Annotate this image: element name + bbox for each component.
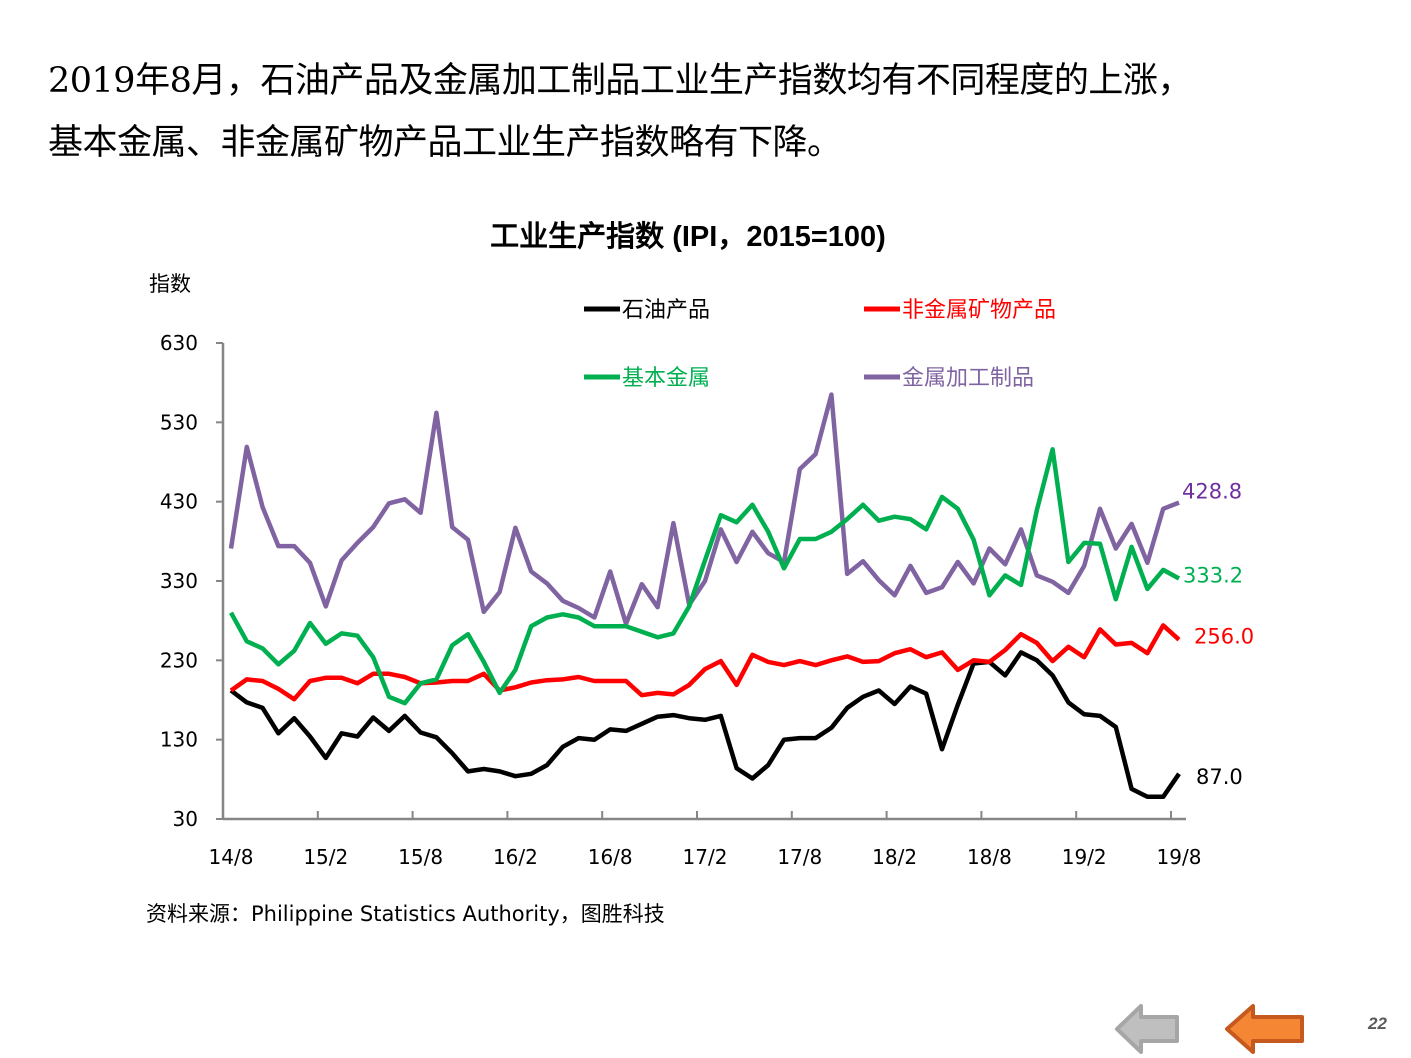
page-number: 22	[1368, 1014, 1387, 1033]
legend-label-petroleum: 石油产品	[622, 298, 710, 323]
end-label-basic-metals: 333.2	[1183, 563, 1243, 587]
x-tick-label: 15/8	[398, 845, 443, 869]
x-tick-label: 16/2	[493, 845, 538, 869]
end-label-petroleum: 87.0	[1196, 765, 1243, 789]
back-button[interactable]	[1113, 1003, 1183, 1055]
x-tick-label: 17/2	[683, 845, 728, 869]
end-label-fabricated-metals: 428.8	[1182, 480, 1242, 504]
y-axis-label: 指数	[149, 272, 191, 296]
headline-line-1: 2019年8月，石油产品及金属加工制品工业生产指数均有不同程度的上涨，	[48, 61, 1192, 101]
legend-label-nonmetallic: 非金属矿物产品	[902, 298, 1056, 323]
arrow-left-icon	[1225, 1004, 1304, 1054]
axes	[216, 342, 1186, 821]
y-tick-label: 30	[173, 807, 198, 831]
x-tick-label: 19/8	[1157, 845, 1202, 869]
legend-label-basic-metals: 基本金属	[622, 366, 710, 391]
y-tick-label: 130	[160, 728, 198, 752]
y-tick-label: 530	[160, 410, 198, 434]
previous-button[interactable]	[1223, 1003, 1307, 1055]
legend: 石油产品 非金属矿物产品 基本金属 金属加工制品	[584, 298, 1056, 391]
chart-title: 工业生产指数 (IPI，2015=100)	[490, 220, 886, 253]
x-tick-label: 15/2	[303, 845, 348, 869]
legend-item-fabricated-metals: 金属加工制品	[864, 366, 1034, 391]
x-tick-label: 16/8	[588, 845, 633, 869]
end-label-nonmetallic: 256.0	[1194, 625, 1254, 649]
y-tick-label: 230	[160, 648, 198, 672]
y-tick-label: 630	[160, 331, 198, 355]
x-tick-label: 18/8	[967, 845, 1012, 869]
y-tick-label: 430	[160, 490, 198, 514]
headline-line-2: 基本金属、非金属矿物产品工业生产指数略有下降。	[48, 123, 842, 163]
x-tick-labels: 14/8 15/2 15/8 16/2 16/8 17/2 17/8 18/2 18/8 19/2…	[209, 845, 1202, 869]
x-tick-label: 18/2	[872, 845, 917, 869]
x-tick-label: 17/8	[777, 845, 822, 869]
legend-item-petroleum: 石油产品	[584, 298, 710, 323]
legend-item-nonmetallic: 非金属矿物产品	[864, 298, 1056, 323]
y-tick-label: 330	[160, 569, 198, 593]
x-tick-label: 14/8	[209, 845, 254, 869]
legend-item-basic-metals: 基本金属	[584, 366, 710, 391]
x-tick-label: 19/2	[1062, 845, 1107, 869]
legend-label-fabricated-metals: 金属加工制品	[902, 366, 1034, 391]
end-labels: 428.8 333.2 256.0 87.0	[1182, 480, 1254, 789]
y-tick-labels: 630 530 430 330 230 130 30	[160, 331, 198, 831]
arrow-left-icon	[1115, 1004, 1179, 1054]
series-lines	[228, 392, 1181, 800]
source-note: 资料来源：Philippine Statistics Authority，图胜科…	[146, 902, 665, 926]
